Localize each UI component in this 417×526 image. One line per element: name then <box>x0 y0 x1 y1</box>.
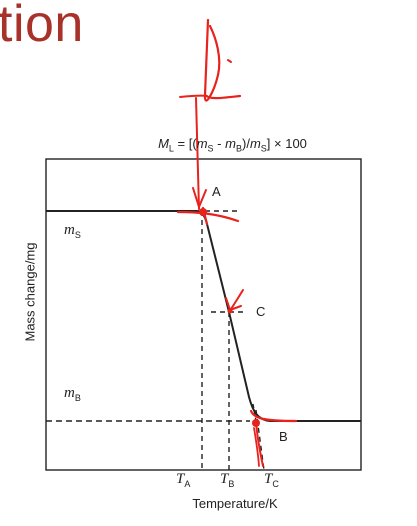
slide-title-fragment: tion <box>0 0 84 53</box>
mb-symbol: m <box>225 136 236 151</box>
x-axis-label: Temperature/K <box>192 496 278 511</box>
annotation-stroke <box>179 94 208 98</box>
annotation-arrow-a <box>195 97 200 210</box>
formula-minus: - <box>213 136 226 151</box>
mb-level-subscript: B <box>74 393 81 403</box>
ms-symbol: m <box>196 136 208 151</box>
mb-level-label: mB <box>64 385 81 403</box>
tc-symbol: T <box>264 471 273 487</box>
ta-tick-label: TA <box>176 471 190 489</box>
tb-symbol: T <box>220 471 229 487</box>
annotation-dot-b <box>252 419 260 427</box>
tb-tick-label: TB <box>220 471 234 489</box>
tc-tick-label: TC <box>264 471 279 489</box>
ms-level-symbol: m <box>64 222 75 238</box>
ms-level-label: mS <box>64 222 81 240</box>
mass-loss-formula: ML = [(mS - mB)/mS] × 100 <box>0 136 417 154</box>
annotation-tangent-a <box>176 210 240 223</box>
annotation-arrowhead-a <box>192 187 207 208</box>
annotation-arrow-c <box>230 289 244 310</box>
annotation-tangent-b <box>249 409 298 423</box>
ms-subscript: S <box>207 143 214 154</box>
formula-divide: )/ <box>241 136 250 151</box>
annotation-stroke-b <box>253 427 260 467</box>
formula-tail: ] × 100 <box>266 136 307 151</box>
mb-level-symbol: m <box>64 385 75 401</box>
plot-frame <box>45 158 362 471</box>
ms-level-subscript: S <box>74 230 81 240</box>
point-a-label: A <box>212 184 221 199</box>
tb-subscript: B <box>228 479 235 489</box>
point-c-label: C <box>256 304 266 319</box>
annotation-dot-a <box>199 208 207 216</box>
ml-subscript: L <box>168 143 174 154</box>
formula-equals: = [( <box>173 136 197 151</box>
annotation-dash <box>227 59 232 63</box>
annotation-dot-c <box>227 308 233 314</box>
mass-loss-curve <box>195 210 361 422</box>
y-axis-label: Mass change/mg <box>22 242 38 342</box>
tc-subscript: C <box>272 479 279 489</box>
ml-symbol: M <box>158 136 169 151</box>
ta-symbol: T <box>176 471 185 487</box>
ta-subscript: A <box>184 479 191 489</box>
mb-subscript: B <box>235 143 242 154</box>
ms2-subscript: S <box>260 143 267 154</box>
annotation-scribble <box>203 18 242 102</box>
point-b-label: B <box>279 429 288 444</box>
ms2-symbol: m <box>249 136 261 151</box>
lower-tangent-extension <box>252 403 257 422</box>
